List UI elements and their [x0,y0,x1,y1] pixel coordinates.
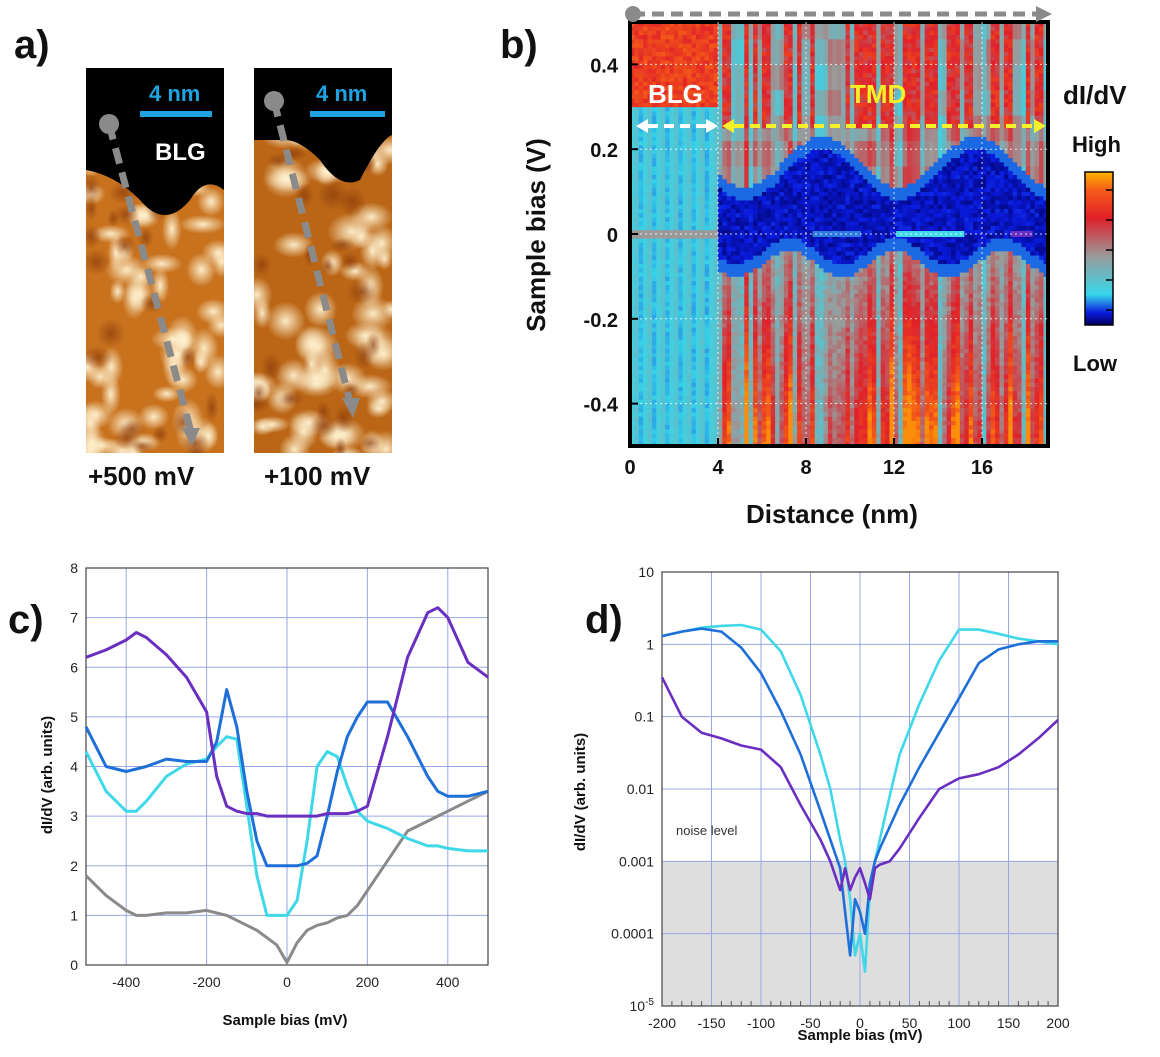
heatmap [630,22,1048,446]
y-tick-label: 0.1 [635,709,655,725]
y-tick-label: 4 [70,759,78,775]
x-tick-label: 200 [356,974,380,990]
top-distance-arrow [625,6,1052,22]
x-tick-label: 8 [800,457,811,479]
x-tick-label: 4 [712,457,724,479]
blg-range-arrow [636,119,718,133]
plot-frame [661,571,1059,1007]
colorbar: dI/dV High Low [1063,80,1127,376]
y-axis-title: dI/dV (arb. units) [39,716,56,834]
scale-bar-2: 4 nm [310,81,385,117]
line-cut-arrow-2 [264,91,360,418]
y-tick-label: 10-5 [630,997,655,1014]
colorbar-title: dI/dV [1063,80,1127,110]
arrow-head [1036,6,1052,22]
arrow-line [270,100,354,403]
y-tick-label: 1 [70,907,78,923]
y-tick-label: 0 [70,957,78,973]
x-tick-label: 100 [947,1015,971,1031]
panel-a-letter: a) [14,23,50,67]
arrow-head [342,398,360,418]
panel-d-letter: d) [585,598,623,642]
y-tick-label: 0.0001 [611,926,654,942]
y-tick-label: 8 [70,560,78,576]
stm-image-500mv [86,68,224,453]
panel-c-letter: c) [8,598,44,642]
x-tick-label: -200 [648,1015,676,1031]
y-tick-label: 3 [70,808,78,824]
plot-d: -200 -150 -100 -50 0 50 100 150 200 10 1 0.1 0.01 0.0… [611,564,1070,1031]
x-axis-title: Distance (nm) [746,499,918,529]
panel-b: b) BLG TMD 0 4 8 12 16 0.4 0.2 0 -0.2 -0.4 Dista… [500,6,1127,529]
x-axis-title: Sample bias (mV) [797,1027,922,1044]
colorbar-low-label: Low [1073,351,1118,376]
y-tick-label: 0.001 [619,853,654,869]
y-tick-label: 0 [607,225,618,247]
y-tick-label: 6 [70,659,78,675]
x-tick-label: 200 [1046,1015,1070,1031]
y-tick-label: 2 [70,858,78,874]
x-tick-label: -100 [747,1015,775,1031]
scale-bar-line [310,111,385,117]
y-tick-labels: 0.4 0.2 0 -0.2 -0.4 [584,55,638,417]
stm-image-100mv [254,68,392,453]
plot-c: -400 -200 0 200 400 0 1 2 3 4 5 6 7 8 [70,560,489,990]
panel-d: d) -200 -150 -100 -50 0 50 100 150 200 10 1 0.1 0.01… [572,564,1070,1044]
x-tick-label: 150 [997,1015,1021,1031]
series-line-purple [85,606,489,818]
bias-label-2: +100 mV [264,461,371,491]
y-tick-label: 0.4 [590,55,619,77]
blg-region-label: BLG [648,79,703,109]
y-tick-label: 0.2 [590,140,618,162]
tmd-range-arrow [722,119,1046,133]
y-tick-label: 0.01 [627,781,654,797]
y-tick-label: 1 [646,636,654,652]
x-tick-label: 0 [856,1015,864,1031]
x-tick-labels: 0 4 8 12 16 [624,438,993,479]
noise-level-label: noise level [676,823,738,838]
x-tick-label: 0 [624,457,635,479]
y-axis-title: Sample bias (V) [521,138,551,332]
x-axis-title: Sample bias (mV) [222,1012,347,1029]
line-cut-arrow-1 [99,114,200,446]
x-tick-label: 12 [883,457,905,479]
series-line-cyan [84,735,488,917]
tmd-region-label: TMD [850,79,906,109]
series-line-purple [660,676,1059,901]
scale-bar-label: 4 nm [149,81,200,106]
x-tick-label: -150 [697,1015,725,1031]
arrow-line [105,123,195,433]
x-tick-label: -400 [112,974,140,990]
x-tick-label: 50 [902,1015,918,1031]
arrow-head [182,428,200,446]
scale-bar-line [140,111,212,117]
series-line-blue [661,627,1058,957]
series-line-cyan [661,623,1059,973]
y-tick-label: 7 [70,610,78,626]
x-tick-label: -200 [193,974,221,990]
y-axis-title: dI/dV (arb. units) [572,733,589,851]
panel-b-letter: b) [500,23,538,67]
y-tick-label: 5 [70,709,78,725]
plot-frame [85,567,489,966]
scale-bar-1: 4 nm [140,81,212,117]
y-tick-label: -0.4 [584,395,619,417]
x-tick-label: 0 [283,974,291,990]
panel-a: a) 4 nm BLG +500 mV 4 nm [14,23,392,491]
series-line-gray [84,789,489,964]
y-tick-label: 10 [638,564,654,580]
x-tick-label: -50 [800,1015,820,1031]
colorbar-ticks [1106,189,1113,311]
series-line-blue [84,688,489,868]
scale-bar-label: 4 nm [316,81,367,106]
blg-label-a: BLG [155,139,206,166]
colorbar-gradient [1084,171,1114,326]
colorbar-high-label: High [1072,132,1121,157]
x-tick-label: 16 [971,457,993,479]
bias-label-1: +500 mV [88,461,195,491]
panel-c: c) -400 -200 0 200 400 0 1 2 3 4 5 6 7 8 Sample bias … [8,560,489,1029]
x-tick-label: 400 [436,974,460,990]
y-tick-label: -0.2 [584,310,618,332]
